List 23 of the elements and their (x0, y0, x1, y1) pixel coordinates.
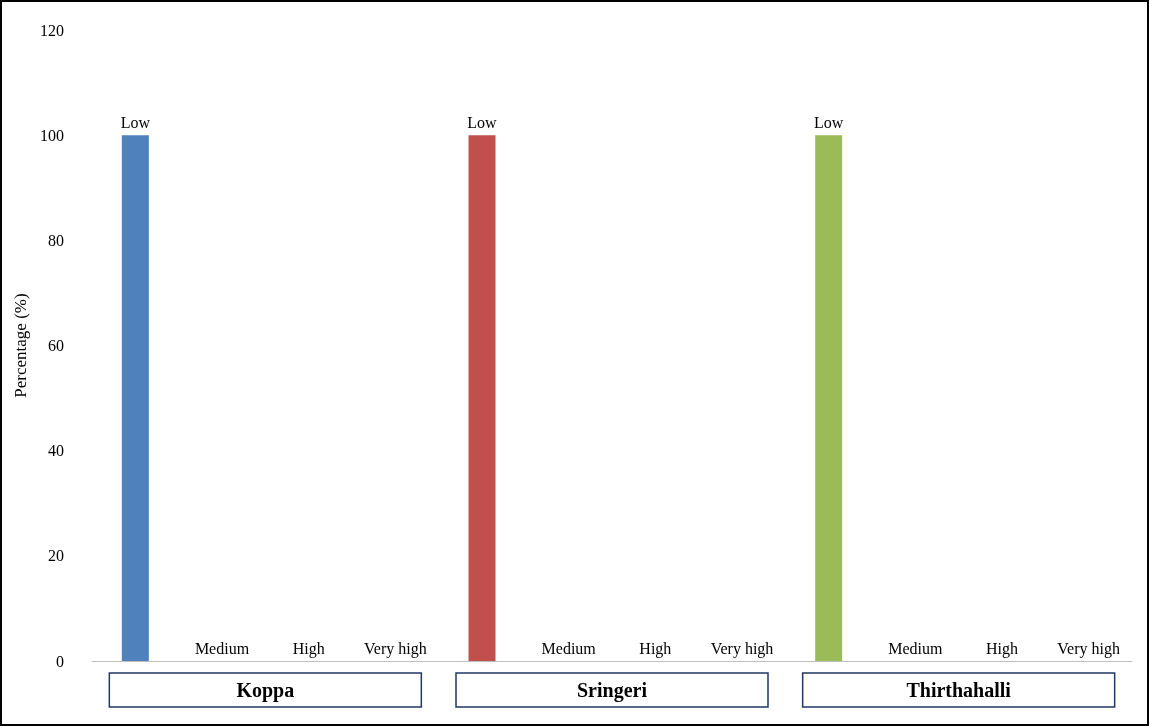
y-tick-label: 80 (48, 231, 64, 249)
x-tick-label: Very high (364, 639, 427, 658)
text: Koppa (236, 679, 295, 702)
x-tick-label: Low (120, 113, 151, 131)
y-tick-label: 100 (40, 126, 64, 144)
x-tick-label: Medium (888, 639, 943, 657)
x-tick-label: High (292, 639, 325, 658)
text: Thirthahalli (906, 679, 1012, 701)
x-tick-label: Medium (194, 639, 250, 657)
y-tick-label: 40 (48, 442, 64, 460)
y-axis-title: Percentage (%) (11, 293, 31, 398)
x-tick-label: High (986, 639, 1018, 658)
x-tick-label: High (639, 639, 672, 658)
text: Sringeri (577, 679, 648, 702)
x-tick-label: Medium (541, 639, 597, 657)
x-tick-label: Very high (1057, 639, 1120, 658)
y-tick-label: 120 (40, 21, 64, 39)
x-tick-label: Low (467, 113, 498, 131)
x-tick-label: Very high (710, 639, 774, 658)
y-tick-label: 0 (56, 652, 64, 670)
y-tick-label: 60 (48, 337, 64, 354)
y-tick-label: 20 (48, 547, 64, 565)
x-tick-label: Low (814, 113, 844, 131)
